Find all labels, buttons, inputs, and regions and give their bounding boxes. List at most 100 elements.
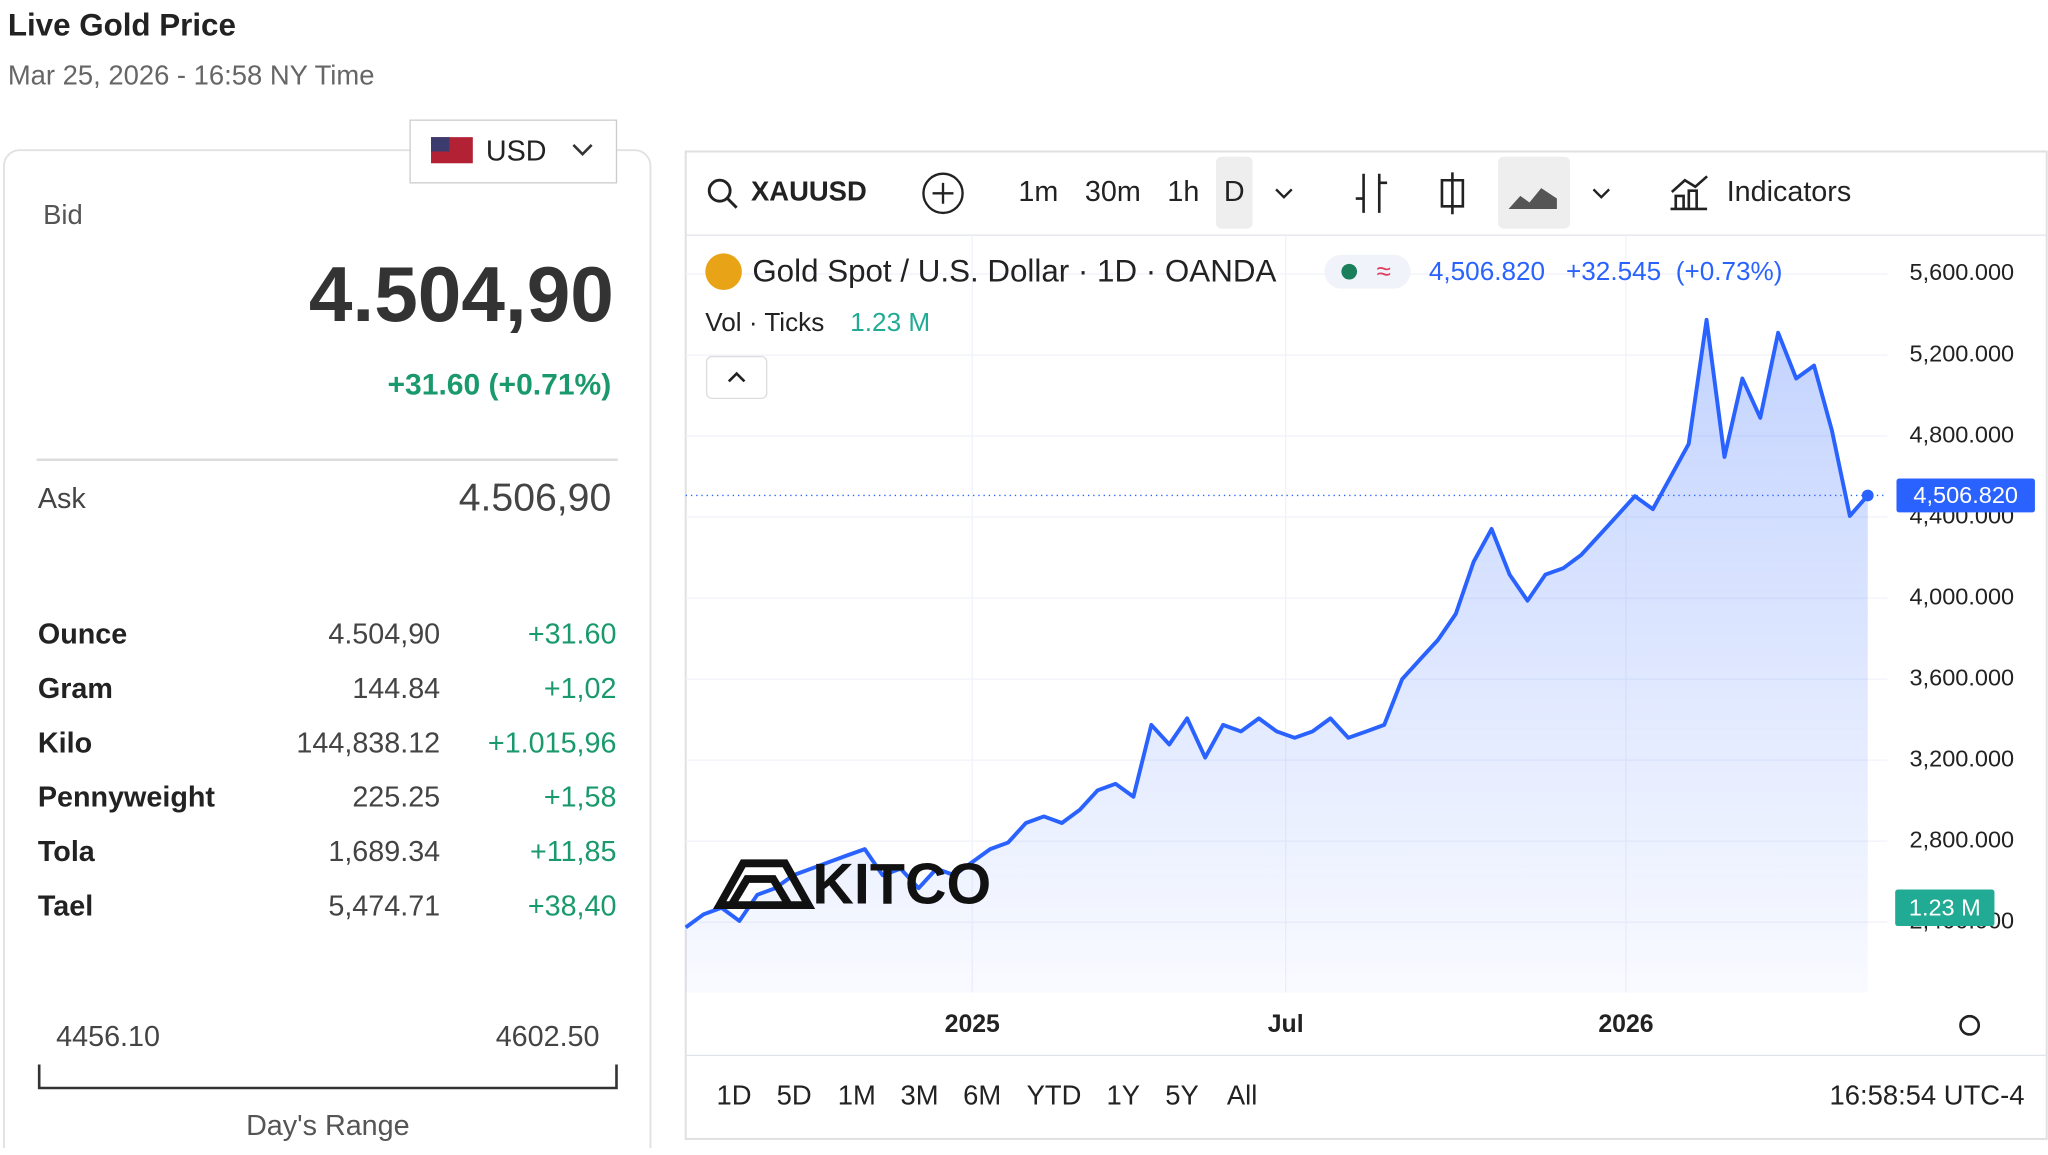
symbol-icon — [705, 253, 742, 290]
candles-icon[interactable] — [1440, 172, 1465, 215]
last-point — [1861, 489, 1874, 502]
range-button[interactable]: 5D — [777, 1079, 812, 1110]
range-high: 4602.50 — [496, 1021, 600, 1053]
chart-card — [684, 150, 2048, 1140]
settings-icon[interactable] — [1959, 1014, 1981, 1036]
status-wave: ≈ — [1377, 256, 1391, 286]
price-line — [684, 317, 1870, 930]
indicators-icon[interactable] — [1670, 175, 1708, 211]
select-box[interactable] — [409, 119, 618, 184]
status-dot — [1341, 263, 1358, 280]
flag-canton — [431, 137, 450, 152]
y-tick-label: 4,800.000 — [1910, 421, 2015, 447]
range-bar — [37, 1064, 618, 1090]
type-menu[interactable] — [1592, 188, 1610, 199]
row-change: +11,85 — [530, 836, 617, 868]
vol-value: 1.23 M — [850, 307, 930, 337]
logo-mark — [712, 859, 816, 910]
interval[interactable]: 1m — [1018, 176, 1058, 208]
interval[interactable]: D — [1224, 176, 1245, 208]
range-low: 4456.10 — [56, 1021, 160, 1053]
page-title: Live Gold Price — [8, 8, 236, 43]
interval[interactable]: 30m — [1085, 176, 1141, 208]
range-button[interactable]: 3M — [900, 1079, 938, 1110]
collapse-button[interactable] — [705, 355, 768, 400]
search-icon-handle — [726, 197, 738, 209]
range-buttons: 1D 5D 1M 3M 6M YTD 1Y 5Y All — [717, 1079, 1258, 1110]
y-tick-label: 2,800.000 — [1910, 826, 2015, 852]
logo: KITCO — [812, 852, 991, 916]
price-table: Ounce 4.504,90 +31.60 Gram 144.84 +1,02 Kilo 14… — [38, 619, 617, 923]
range-button[interactable]: YTD — [1027, 1079, 1082, 1110]
legend-change: +32.545 — [1566, 256, 1661, 286]
row-change: +1.015,96 — [488, 727, 617, 759]
ask-price: 4.506,90 — [459, 477, 611, 520]
row-name: Ounce — [38, 619, 127, 651]
range-button[interactable]: All — [1227, 1079, 1257, 1110]
area-icon — [1508, 188, 1557, 209]
compare-button[interactable] — [922, 172, 964, 215]
ask-label: Ask — [38, 483, 87, 515]
range-button[interactable]: 5Y — [1165, 1079, 1199, 1110]
legend-title: Gold Spot / U.S. Dollar · 1D · OANDA — [752, 253, 1276, 288]
volume-badge-label: 1.23 M — [1909, 894, 1981, 920]
range-label: Day's Range — [246, 1110, 410, 1142]
bid-price: 4.504,90 — [309, 250, 614, 338]
y-tick-label: 3,600.000 — [1910, 664, 2015, 690]
row-value: 1,689.34 — [328, 836, 440, 868]
search-icon[interactable] — [707, 178, 732, 203]
range-button[interactable]: 1Y — [1106, 1079, 1140, 1110]
vol-label: Vol · Ticks — [705, 307, 824, 337]
volume-badge — [1895, 889, 1995, 927]
row-value: 144,838.12 — [296, 727, 440, 759]
plus — [932, 182, 954, 204]
price-badge-label: 4,506.820 — [1913, 482, 2018, 508]
price-badge — [1896, 478, 2035, 513]
currency[interactable]: USD — [486, 135, 547, 167]
x-tick-label: Jul — [1268, 1011, 1304, 1038]
y-tick-label: 5,200.000 — [1910, 340, 2015, 366]
row-change: +1,58 — [544, 782, 617, 814]
page-subtitle: Mar 25, 2026 - 16:58 NY Time — [8, 59, 375, 90]
row-change: +31.60 — [528, 619, 617, 651]
row-name: Pennyweight — [38, 782, 216, 814]
intervals: 1m 30m 1h D — [1018, 176, 1244, 208]
x-tick-label: 2026 — [1598, 1011, 1653, 1038]
x-tick-label: 2025 — [945, 1011, 1000, 1038]
interval-menu[interactable] — [1275, 188, 1293, 199]
area — [685, 319, 1868, 993]
collapse-icon — [727, 371, 746, 383]
bid-label: Bid — [43, 199, 83, 230]
chevron — [572, 144, 593, 156]
row-name: Kilo — [38, 727, 92, 759]
range-button[interactable]: 1D — [717, 1079, 752, 1110]
row-value: 225.25 — [352, 782, 440, 814]
status-pill — [1324, 254, 1411, 289]
interval-active — [1215, 156, 1253, 229]
range-button[interactable]: 1M — [838, 1079, 876, 1110]
plot: 5,600.0005,200.0004,800.0004,400.0004,00… — [684, 235, 2035, 1038]
legend-last: 4,506.820 — [1429, 256, 1545, 286]
row-name: Tael — [38, 890, 93, 922]
bid-change: +31.60 (+0.71%) — [388, 369, 612, 402]
bars-icon[interactable] — [1355, 173, 1388, 213]
currency-select[interactable]: USD — [409, 119, 618, 184]
row-value: 4.504,90 — [328, 619, 440, 651]
row-name: Tola — [38, 836, 96, 868]
clock: 16:58:54 UTC-4 — [1829, 1079, 2024, 1110]
area-active[interactable] — [1498, 156, 1570, 229]
legend-pct: (+0.73%) — [1676, 256, 1783, 286]
indicators[interactable]: Indicators — [1727, 176, 1852, 208]
y-tick-label: 4,000.000 — [1910, 583, 2015, 609]
symbol[interactable]: XAUUSD — [751, 176, 867, 207]
row-value: 144.84 — [352, 673, 440, 705]
y-tick-label: 3,200.000 — [1910, 745, 2015, 771]
range-button[interactable]: 6M — [963, 1079, 1001, 1110]
row-name: Gram — [38, 673, 113, 705]
y-tick-label: 5,600.000 — [1910, 259, 2015, 285]
row-change: +38,40 — [528, 890, 617, 922]
interval[interactable]: 1h — [1167, 176, 1199, 208]
